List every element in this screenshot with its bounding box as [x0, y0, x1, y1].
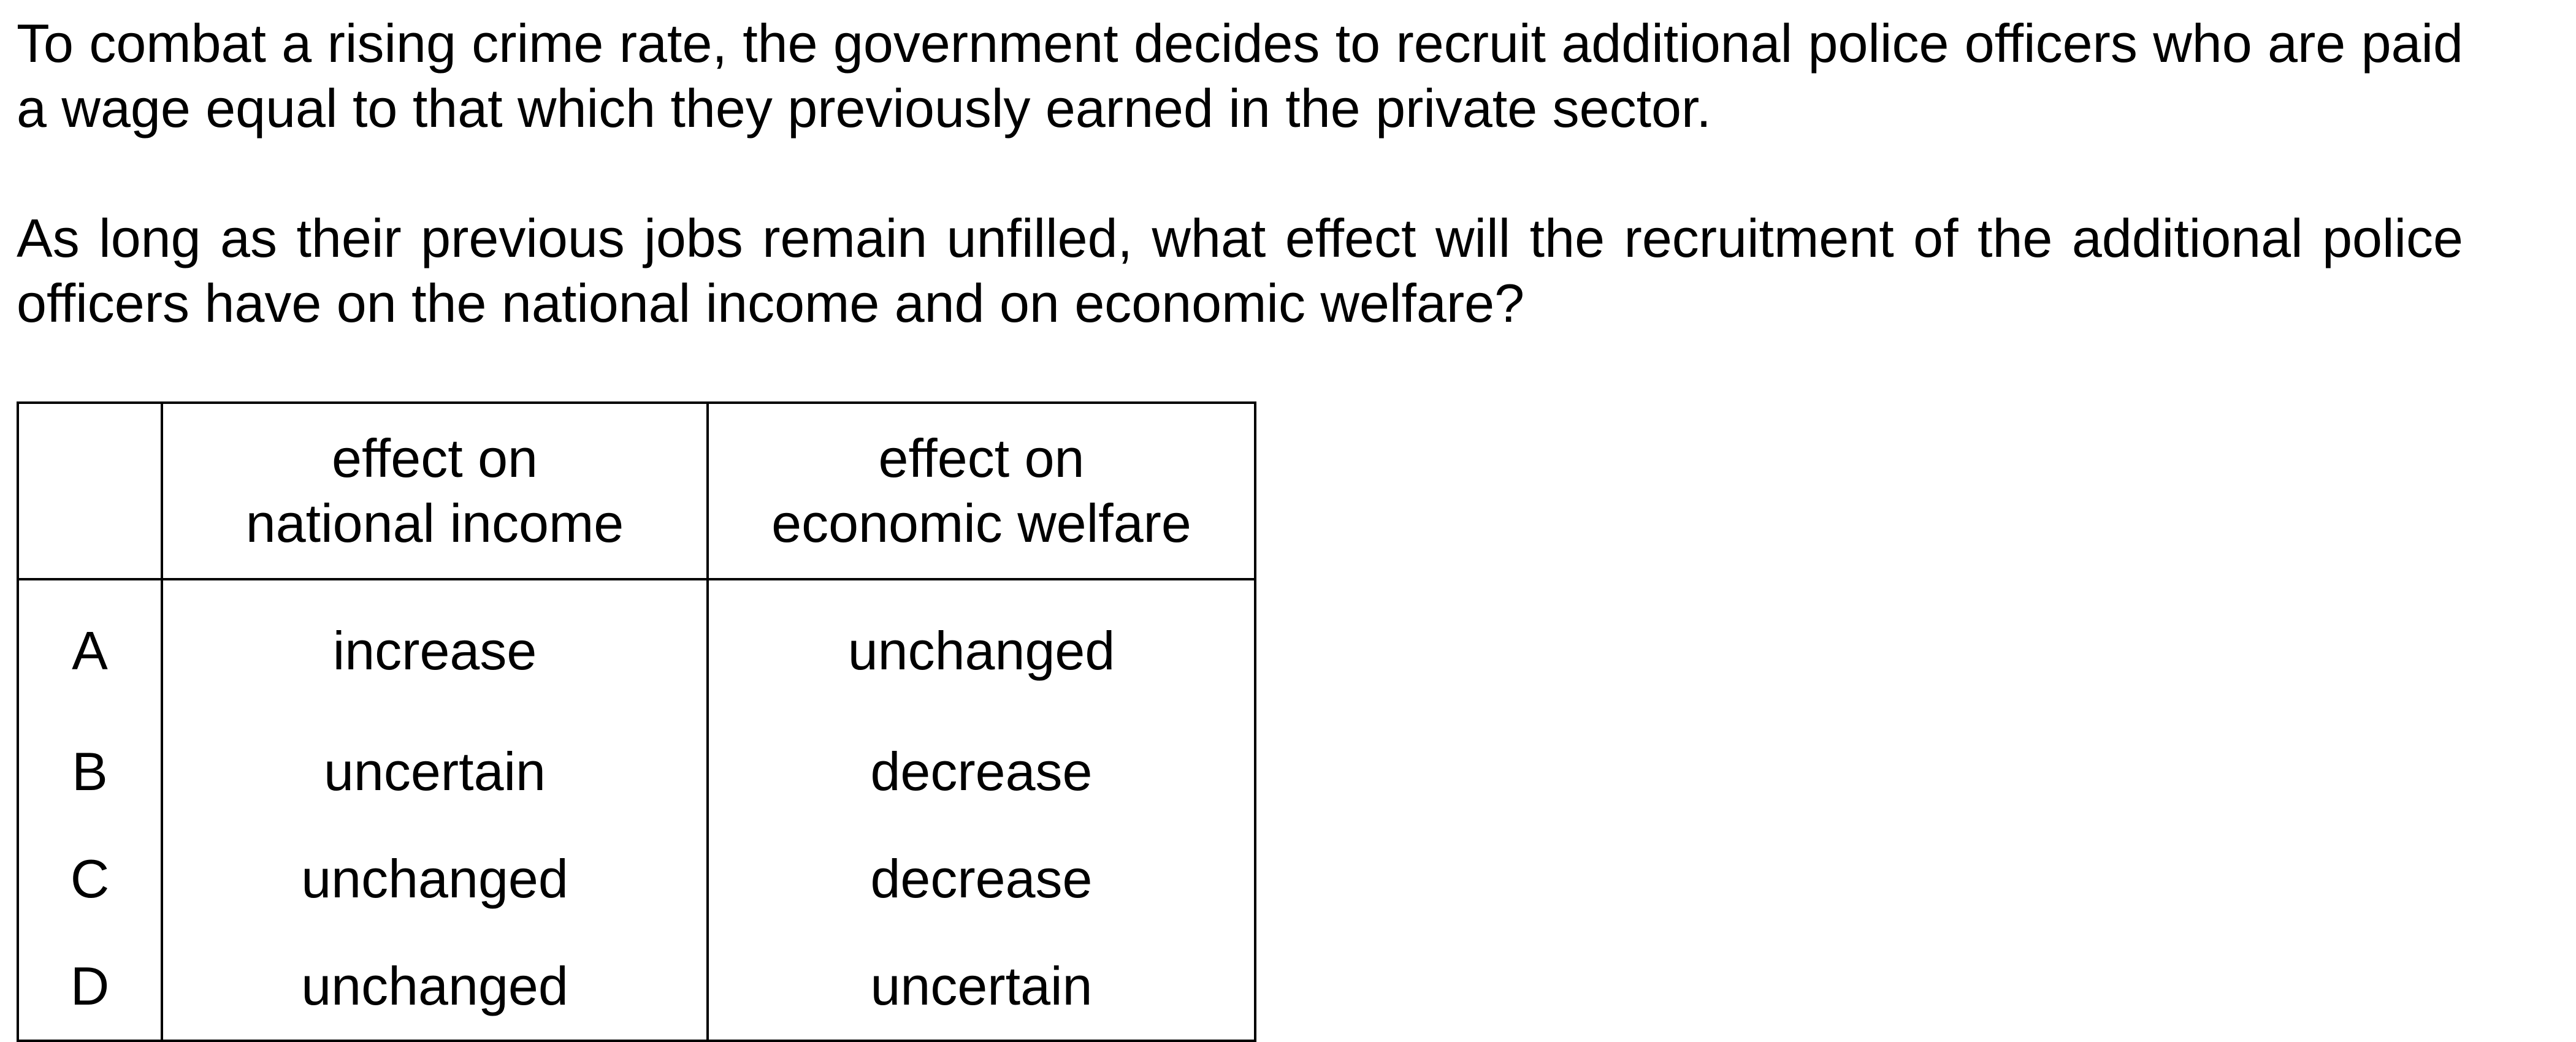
header-line: effect on [878, 428, 1085, 489]
header-line: economic welfare [771, 493, 1191, 553]
table-row: C unchanged decrease [17, 825, 1256, 932]
question-prompt: As long as their previous jobs remain un… [17, 208, 2463, 333]
option-letter: D [17, 932, 163, 1042]
national-income-cell: increase [161, 579, 709, 718]
national-income-header: effect on national income [161, 401, 709, 580]
header-line: effect on [332, 428, 538, 489]
table-row: A increase unchanged [17, 579, 1256, 718]
option-letter: C [17, 825, 163, 932]
economic-welfare-cell: unchanged [706, 579, 1256, 718]
answer-options-table: effect on national income effect on econ… [17, 401, 1256, 1042]
header-line: national income [245, 493, 624, 553]
table-header-row: effect on national income effect on econ… [17, 401, 1256, 580]
national-income-cell: uncertain [161, 718, 709, 825]
question-stem: To combat a rising crime rate, the gover… [17, 13, 2463, 139]
economic-welfare-header: effect on economic welfare [706, 401, 1256, 580]
economic-welfare-cell: decrease [706, 718, 1256, 825]
option-letter: B [17, 718, 163, 825]
table-row: B uncertain decrease [17, 718, 1256, 825]
economic-welfare-cell: uncertain [706, 932, 1256, 1042]
option-letter: A [17, 579, 163, 718]
economic-welfare-cell: decrease [706, 825, 1256, 932]
national-income-cell: unchanged [161, 932, 709, 1042]
table-row: D unchanged uncertain [17, 932, 1256, 1042]
option-header-cell [17, 401, 163, 580]
national-income-cell: unchanged [161, 825, 709, 932]
